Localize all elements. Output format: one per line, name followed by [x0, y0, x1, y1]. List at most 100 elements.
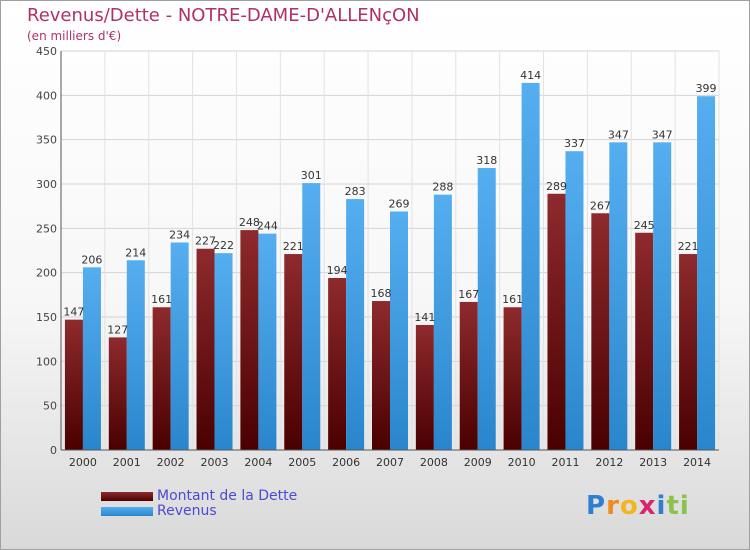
bar-dette: [152, 307, 171, 450]
data-label-revenus: 222: [213, 239, 234, 252]
grid-lines: [60, 50, 720, 451]
y-tick-label: 450: [36, 45, 57, 58]
x-tick-label: 2000: [69, 456, 97, 469]
legend-label-revenus: Revenus: [157, 503, 217, 519]
data-label-dette: 221: [678, 240, 699, 253]
bar-dette: [328, 277, 347, 450]
legend-swatch-dette: [101, 491, 153, 501]
y-tick-label: 100: [36, 355, 57, 368]
y-tick-label: 400: [36, 89, 57, 102]
bar-dette: [240, 230, 259, 450]
data-label-revenus: 214: [125, 246, 146, 259]
y-tick-label: 350: [36, 134, 57, 147]
y-tick-label: 50: [43, 400, 57, 413]
data-label-dette: 227: [195, 235, 216, 248]
data-label-revenus: 318: [476, 154, 497, 167]
bar-revenus: [302, 183, 321, 450]
bars: [64, 82, 716, 451]
data-label-dette: 267: [590, 199, 611, 212]
data-label-revenus: 337: [564, 137, 585, 150]
x-tick-label: 2009: [464, 456, 492, 469]
bar-dette: [64, 319, 83, 450]
logo-letter: x: [638, 491, 657, 521]
chart-subtitle: (en milliers d'€): [27, 29, 122, 43]
x-tick-label: 2003: [201, 456, 229, 469]
x-tick-label: 2006: [332, 456, 360, 469]
logo-letter: o: [619, 491, 639, 521]
axes: 0 50 100 150 200 250 300 350 400 450 2000 2001 2002 2…: [36, 45, 719, 469]
data-label-revenus: 301: [301, 169, 322, 182]
bar-revenus: [521, 82, 540, 451]
bar-revenus: [697, 96, 716, 450]
data-label-dette: 161: [502, 293, 523, 306]
data-label-revenus: 234: [169, 229, 190, 242]
x-tick-label: 2010: [508, 456, 536, 469]
data-label-revenus: 399: [696, 82, 717, 95]
data-label-dette: 167: [458, 288, 479, 301]
x-tick-label: 2005: [288, 456, 316, 469]
x-tick-label: 2013: [639, 456, 667, 469]
y-tick-label: 250: [36, 222, 57, 235]
legend-swatch-revenus: [101, 506, 153, 516]
logo-letter: i: [679, 491, 690, 521]
x-tick-label: 2002: [157, 456, 185, 469]
bar-revenus: [609, 142, 628, 450]
bar-dette: [284, 254, 303, 450]
data-label-revenus: 288: [432, 181, 453, 194]
bar-dette: [372, 301, 390, 450]
bar-dette: [108, 337, 127, 450]
bar-dette: [635, 232, 654, 450]
proxiti-logo: Proxiti: [586, 491, 690, 521]
logo-letter: i: [656, 491, 667, 521]
logo-letter: P: [586, 491, 607, 521]
data-label-revenus: 283: [345, 185, 366, 198]
bar-revenus: [390, 211, 408, 450]
bar-revenus: [82, 267, 101, 450]
bar-revenus: [477, 168, 496, 451]
data-label-dette: 127: [107, 323, 128, 336]
bar-dette: [459, 301, 478, 450]
bar-revenus: [170, 242, 189, 450]
data-label-dette: 147: [63, 306, 84, 319]
y-tick-label: 0: [50, 444, 57, 457]
bar-revenus: [126, 260, 145, 450]
data-label-dette: 141: [414, 311, 435, 324]
x-tick-label: 2001: [113, 456, 141, 469]
x-tick-label: 2004: [244, 456, 272, 469]
data-label-dette: 168: [371, 287, 392, 300]
bar-revenus: [346, 199, 365, 450]
chart-title: Revenus/Dette - NOTRE-DAME-D'ALLENçON: [27, 5, 420, 26]
bar-dette: [415, 324, 434, 450]
legend-label-dette: Montant de la Dette: [157, 488, 298, 504]
data-label-revenus: 206: [81, 253, 102, 266]
y-tick-label: 150: [36, 311, 57, 324]
y-tick-label: 300: [36, 178, 57, 191]
bar-revenus: [214, 253, 233, 450]
x-tick-label: 2011: [551, 456, 579, 469]
bar-revenus: [653, 142, 672, 450]
bar-revenus: [565, 151, 584, 450]
data-label-dette: 245: [634, 219, 655, 232]
x-tick-label: 2008: [420, 456, 448, 469]
bar-dette: [547, 193, 566, 450]
data-label-dette: 289: [546, 180, 567, 193]
x-tick-label: 2014: [683, 456, 711, 469]
data-label-revenus: 269: [389, 197, 410, 210]
data-label-dette: 248: [239, 216, 260, 229]
data-label-dette: 221: [283, 240, 304, 253]
bar-revenus: [258, 233, 277, 450]
bar-dette: [591, 213, 610, 450]
data-label-revenus: 347: [652, 128, 673, 141]
legend-item-dette: Montant de la Dette: [101, 488, 298, 504]
legend-item-revenus: Revenus: [101, 503, 217, 519]
bar-revenus: [433, 194, 452, 450]
bar-dette: [503, 307, 522, 450]
data-label-revenus: 414: [520, 69, 541, 82]
data-label-revenus: 244: [257, 220, 278, 233]
data-label-revenus: 347: [608, 128, 629, 141]
logo-letter: t: [666, 491, 680, 521]
bar-dette: [196, 248, 215, 450]
x-tick-label: 2012: [595, 456, 623, 469]
